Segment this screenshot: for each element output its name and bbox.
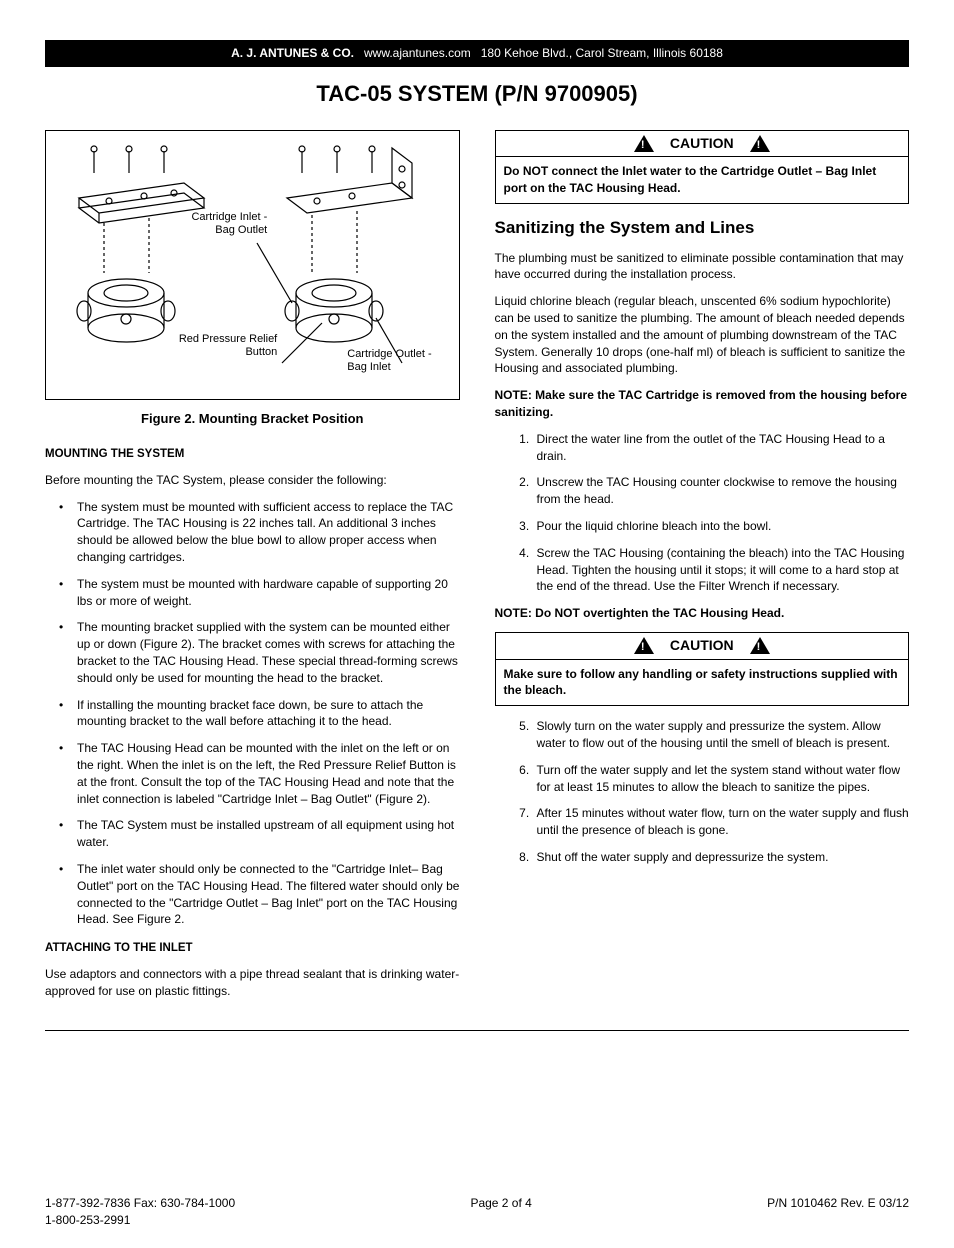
- company-url: www.ajantunes.com: [364, 46, 471, 60]
- caution-2-body: Make sure to follow any handling or safe…: [496, 660, 909, 706]
- step-item: After 15 minutes without water flow, tur…: [533, 805, 910, 839]
- sanitize-p1: The plumbing must be sanitized to elimin…: [495, 250, 910, 284]
- note-1: NOTE: Make sure the TAC Cartridge is rem…: [495, 387, 910, 421]
- caution-box-1: CAUTION Do NOT connect the Inlet water t…: [495, 130, 910, 204]
- step-item: Shut off the water supply and depressuri…: [533, 849, 910, 866]
- bullet-item: The system must be mounted with hardware…: [45, 576, 460, 610]
- caution-box-2: CAUTION Make sure to follow any handling…: [495, 632, 910, 706]
- footer-left: 1-877-392-7836 Fax: 630-784-1000 1-800-2…: [45, 1195, 235, 1229]
- bullet-item: The mounting bracket supplied with the s…: [45, 619, 460, 686]
- warning-icon: [750, 135, 770, 152]
- footer: 1-877-392-7836 Fax: 630-784-1000 1-800-2…: [45, 1191, 909, 1229]
- step-item: Pour the liquid chlorine bleach into the…: [533, 518, 910, 535]
- footer-rule: [45, 1030, 909, 1031]
- figure-caption: Figure 2. Mounting Bracket Position: [45, 410, 460, 428]
- content-columns: Cartridge Inlet - Bag Outlet Red Pressur…: [45, 130, 909, 1010]
- figure-label-outlet: Cartridge Outlet - Bag Inlet: [347, 348, 447, 374]
- bullet-item: If installing the mounting bracket face …: [45, 697, 460, 731]
- figure-label-relief: Red Pressure Relief Button: [177, 333, 277, 359]
- caution-label: CAUTION: [670, 134, 734, 154]
- step-item: Direct the water line from the outlet of…: [533, 431, 910, 465]
- step-item: Unscrew the TAC Housing counter clockwis…: [533, 474, 910, 508]
- diagram-right: [252, 143, 432, 373]
- caution-label: CAUTION: [670, 636, 734, 656]
- footer-phone2: 1-800-253-2991: [45, 1212, 235, 1229]
- attaching-para: Use adaptors and connectors with a pipe …: [45, 966, 460, 1000]
- sanitize-p2: Liquid chlorine bleach (regular bleach, …: [495, 293, 910, 377]
- figure-2-box: Cartridge Inlet - Bag Outlet Red Pressur…: [45, 130, 460, 400]
- right-column: CAUTION Do NOT connect the Inlet water t…: [495, 130, 910, 1010]
- bullet-item: The TAC Housing Head can be mounted with…: [45, 740, 460, 807]
- bullet-item: The inlet water should only be connected…: [45, 861, 460, 928]
- warning-icon: [634, 637, 654, 654]
- footer-phone1: 1-877-392-7836 Fax: 630-784-1000: [45, 1195, 235, 1212]
- company-name: A. J. ANTUNES & CO.: [231, 46, 354, 60]
- steps-list-a: Direct the water line from the outlet of…: [495, 431, 910, 595]
- company-address: 180 Kehoe Blvd., Carol Stream, Illinois …: [481, 46, 723, 60]
- header-bar: A. J. ANTUNES & CO. www.ajantunes.com 18…: [45, 40, 909, 67]
- warning-icon: [634, 135, 654, 152]
- step-item: Screw the TAC Housing (containing the bl…: [533, 545, 910, 595]
- footer-pn: P/N 1010462 Rev. E 03/12: [767, 1195, 909, 1229]
- caution-1-body: Do NOT connect the Inlet water to the Ca…: [496, 157, 909, 203]
- page-title: TAC-05 SYSTEM (P/N 9700905): [45, 79, 909, 110]
- sanitizing-heading: Sanitizing the System and Lines: [495, 216, 910, 240]
- footer-page: Page 2 of 4: [470, 1195, 531, 1229]
- steps-list-b: Slowly turn on the water supply and pres…: [495, 718, 910, 866]
- warning-icon: [750, 637, 770, 654]
- bullet-item: The system must be mounted with sufficie…: [45, 499, 460, 566]
- mounting-intro: Before mounting the TAC System, please c…: [45, 472, 460, 489]
- mounting-bullets: The system must be mounted with sufficie…: [45, 499, 460, 929]
- bullet-item: The TAC System must be installed upstrea…: [45, 817, 460, 851]
- left-column: Cartridge Inlet - Bag Outlet Red Pressur…: [45, 130, 460, 1010]
- note-2: NOTE: Do NOT overtighten the TAC Housing…: [495, 605, 910, 622]
- figure-label-inlet: Cartridge Inlet - Bag Outlet: [177, 211, 267, 237]
- mounting-heading: MOUNTING THE SYSTEM: [45, 446, 460, 462]
- attaching-heading: ATTACHING TO THE INLET: [45, 940, 460, 956]
- step-item: Turn off the water supply and let the sy…: [533, 762, 910, 796]
- step-item: Slowly turn on the water supply and pres…: [533, 718, 910, 752]
